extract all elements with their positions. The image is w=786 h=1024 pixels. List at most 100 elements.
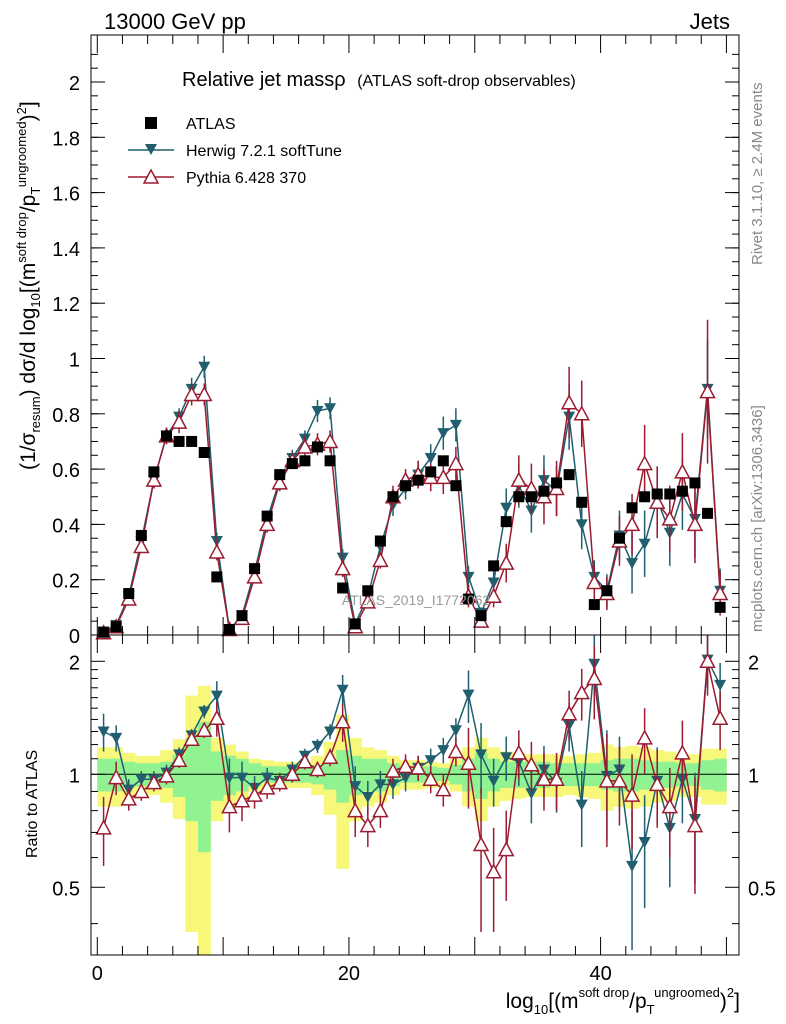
uncertainty-band-green bbox=[185, 737, 199, 822]
chart-subtitle: (ATLAS soft-drop observables) bbox=[357, 73, 575, 90]
x-tick-label: 20 bbox=[338, 963, 360, 985]
atlas-point bbox=[601, 585, 613, 597]
atlas-point bbox=[651, 488, 663, 500]
x-label-part: /p bbox=[629, 990, 647, 1013]
pythia-ratio-point bbox=[158, 767, 175, 783]
atlas-point bbox=[387, 491, 399, 503]
ratio-plot-area bbox=[91, 635, 739, 955]
ratio-axes: 0 20 40 0.5 0.5 1 1 2 2 bbox=[52, 635, 776, 985]
pythia-ratio-point bbox=[636, 729, 653, 745]
uncertainty-band-green bbox=[323, 760, 337, 790]
atlas-point bbox=[639, 491, 651, 503]
x-label-part: [(m bbox=[548, 990, 578, 1013]
atlas-point bbox=[525, 491, 537, 503]
pythia-ratio-point bbox=[334, 713, 351, 729]
pythia-point bbox=[271, 474, 288, 490]
uncertainty-band-green bbox=[638, 760, 652, 790]
y-tick-label: 0 bbox=[69, 626, 80, 648]
pythia-point bbox=[208, 543, 226, 559]
pythia-ratio-point bbox=[183, 730, 200, 746]
atlas-point bbox=[173, 435, 185, 447]
uncertainty-band-green bbox=[97, 758, 111, 792]
x-tick-label: 0 bbox=[92, 963, 103, 985]
atlas-point bbox=[689, 477, 701, 489]
uncertainty-band-green bbox=[713, 758, 727, 792]
herwig-ratio-point bbox=[198, 706, 211, 718]
herwig-ratio-point bbox=[424, 755, 437, 767]
atlas-point bbox=[563, 469, 575, 481]
atlas-point bbox=[613, 532, 625, 544]
herwig-point bbox=[424, 453, 437, 465]
pythia-point bbox=[674, 463, 691, 479]
uncertainty-band-green bbox=[701, 760, 715, 790]
atlas-point bbox=[488, 560, 500, 572]
pythia-ratio-point bbox=[246, 786, 263, 802]
pythia-ratio-point bbox=[170, 751, 188, 767]
y-label-part: (1/σ bbox=[17, 432, 40, 470]
atlas-point bbox=[211, 571, 223, 583]
herwig-ratio-point bbox=[638, 837, 651, 849]
pythia-ratio-point bbox=[296, 753, 314, 769]
y-axis-label: (1/σresum) dσ/d log10[(msoft drop/pTungr… bbox=[14, 101, 43, 470]
pythia-ratio-point bbox=[346, 802, 364, 818]
pythia-ratio-point bbox=[133, 782, 150, 799]
pythia-point bbox=[183, 385, 200, 402]
atlas-point bbox=[299, 455, 311, 467]
main-plot-area bbox=[95, 319, 729, 640]
y-tick-label: 2 bbox=[69, 73, 80, 95]
pythia-point bbox=[510, 471, 528, 487]
pythia-point bbox=[195, 385, 213, 402]
pythia-ratio-point bbox=[397, 757, 414, 774]
ratio-frame bbox=[90, 634, 740, 956]
pythia-ratio-point bbox=[435, 781, 452, 797]
atlas-point bbox=[400, 480, 412, 492]
chart-title: Relative jet massρ (ATLAS soft-drop obse… bbox=[182, 69, 576, 91]
pythia-ratio-point bbox=[648, 775, 666, 792]
pythia-ratio-point bbox=[208, 709, 226, 726]
x-label-sup: 2 bbox=[727, 985, 734, 1000]
legend-label-pythia: Pythia 6.428 370 bbox=[186, 170, 306, 187]
y-tick-label: 1.6 bbox=[52, 184, 80, 206]
atlas-point bbox=[676, 485, 688, 497]
ratio-y-tick-label-right: 1 bbox=[748, 765, 759, 787]
herwig-ratio-point bbox=[361, 791, 374, 803]
pythia-ratio-point bbox=[422, 770, 439, 786]
pythia-point bbox=[133, 537, 150, 554]
legend-label-herwig: Herwig 7.2.1 softTune bbox=[186, 143, 342, 160]
pythia-ratio-point bbox=[586, 669, 603, 686]
pythia-point bbox=[573, 405, 590, 421]
atlas-point bbox=[236, 610, 248, 622]
herwig-ratio-point bbox=[449, 725, 462, 737]
herwig-ratio-point bbox=[525, 788, 538, 800]
main-axes: 0 0.2 0.4 0.6 0.8 1 1.2 1.4 1.6 1.8 2 bbox=[52, 35, 739, 648]
herwig-point bbox=[487, 577, 500, 589]
ratio-y-tick-label: 0.5 bbox=[52, 878, 80, 900]
herwig-ratio-point bbox=[462, 689, 475, 701]
pythia-ratio-point bbox=[309, 760, 326, 777]
uncertainty-band-green bbox=[361, 758, 375, 792]
pythia-point bbox=[699, 383, 716, 399]
pythia-point bbox=[648, 493, 666, 510]
pythia-ratio-point bbox=[611, 772, 628, 788]
y-tick-label: 1.2 bbox=[52, 294, 80, 316]
y-label-part: ) dσ/d log bbox=[17, 308, 40, 397]
pythia-ratio-point bbox=[221, 798, 238, 814]
herwig-point bbox=[198, 361, 211, 373]
herwig-ratio-point bbox=[575, 799, 588, 811]
herwig-ratio-point bbox=[437, 745, 450, 757]
pythia-point bbox=[435, 468, 452, 485]
atlas-point bbox=[588, 599, 600, 611]
pythia-point bbox=[447, 454, 465, 471]
pythia-ratio-point bbox=[321, 748, 339, 765]
y-label-part: ] bbox=[17, 101, 40, 107]
chart-title-main: Relative jet massρ bbox=[182, 69, 346, 91]
pythia-ratio-point bbox=[384, 762, 402, 778]
atlas-point bbox=[450, 480, 462, 492]
herwig-point bbox=[210, 535, 223, 547]
pythia-ratio-point bbox=[120, 790, 138, 806]
atlas-point bbox=[538, 485, 550, 497]
ratio-y-axis-label: Ratio to ATLAS bbox=[24, 750, 41, 858]
pythia-ratio-point bbox=[107, 768, 125, 785]
pythia-point bbox=[560, 394, 578, 410]
uncertainty-band-green bbox=[197, 721, 211, 853]
